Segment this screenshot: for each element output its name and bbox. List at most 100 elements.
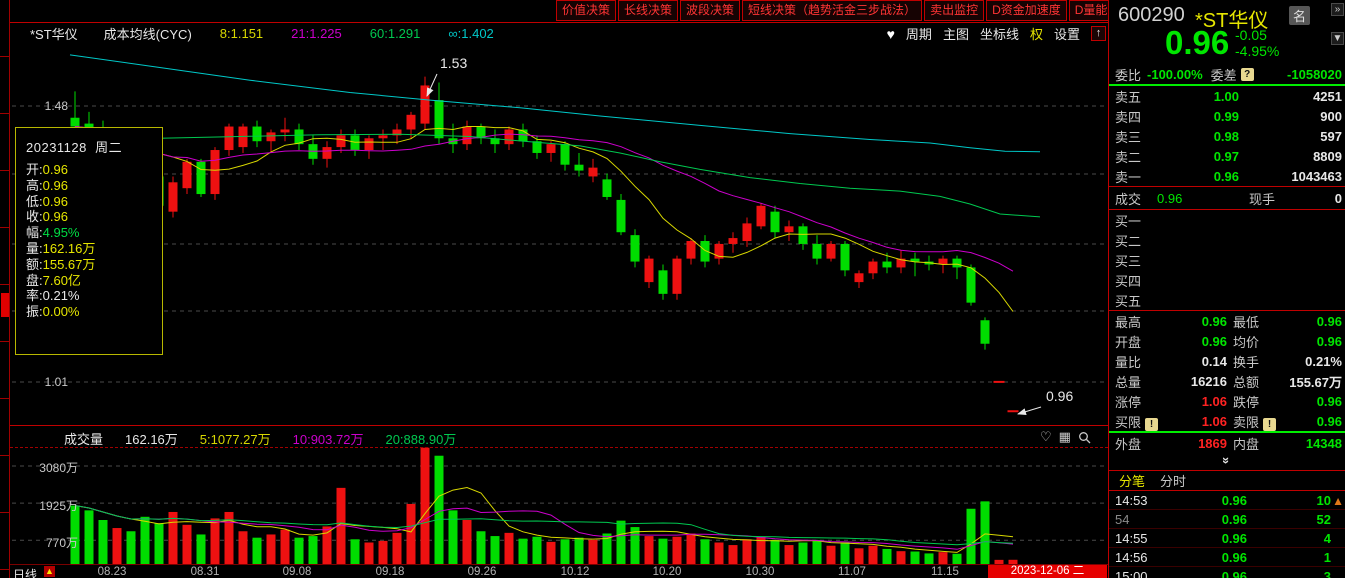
time-axis: 日线 ▲ 08.23 08.31 09.08 09.18 09.26 10.12 10.20… (0, 565, 1108, 578)
volume-bar (154, 523, 164, 565)
date-label: 08.23 (97, 566, 127, 578)
volume-bar (910, 551, 920, 565)
volume-bar (756, 536, 766, 565)
volume-bar (168, 511, 178, 565)
volume-bar (784, 545, 794, 565)
vol-axis-label-1925: 1925万 (39, 499, 78, 513)
separator (1109, 186, 1345, 187)
price-change: -0.05 -4.95% (1235, 27, 1280, 59)
volume-label[interactable]: 成交量 (64, 432, 104, 447)
volume-bar (546, 541, 556, 565)
candle-body (252, 126, 262, 142)
volume-bar (896, 551, 906, 565)
candle-body (700, 241, 710, 262)
expand-up-icon[interactable]: ↑ (1091, 26, 1106, 41)
stock-name: *ST华仪 (1195, 10, 1269, 32)
chart-menu: ♥ 周期 主图 坐标线权设置 ↑ (887, 24, 1106, 43)
magnifier-icon[interactable] (1078, 431, 1091, 444)
favorite-heart-icon[interactable]: ♥ (886, 25, 895, 42)
volume-bar (476, 531, 486, 565)
menu-item-周期[interactable]: 周期 (905, 27, 932, 42)
candle-body (686, 241, 696, 259)
buy-level-row: 买五 (1115, 293, 1142, 309)
ma-line-cyc-8 (74, 126, 1014, 312)
candle-body (868, 261, 878, 274)
volume-pane-header: 成交量 162.16万 5:1077.27万 10:903.72万 20:888.9… (64, 429, 456, 448)
waipan-value: 1869 (1198, 435, 1227, 451)
left-scrollbar-thumb[interactable] (1, 293, 9, 317)
candle-body (560, 144, 570, 165)
candle-body (574, 164, 584, 171)
sell-queue: 卖五 1.00 4251 卖四 0.99 900 卖三 0.98 597 卖二 0.97 8809 卖一… (1109, 86, 1345, 186)
frame-line-vol-top (10, 425, 1108, 426)
candle-body (672, 258, 682, 294)
candle-body (812, 243, 822, 259)
strategy-button[interactable]: 卖出监控 (924, 0, 985, 21)
volume-bar (84, 510, 94, 565)
tooltip-row: 振:0.00% (26, 304, 80, 320)
strategy-button[interactable]: D资金加速度 (986, 0, 1067, 21)
period-flag-icon: ▲ (44, 566, 55, 577)
candle-body (476, 126, 486, 139)
volume-bar (840, 542, 850, 565)
date-label: 11.07 (838, 566, 866, 578)
volume-ma-legend: 5:1077.27万 10:903.72万 20:888.90万 (200, 429, 457, 448)
candle-body (392, 129, 402, 136)
volume-bar (266, 534, 276, 565)
volume-ma-label: 10:903.72万 (292, 432, 364, 447)
volume-bar (112, 528, 122, 565)
panel-dropdown-icon[interactable]: ▼ (1331, 32, 1344, 45)
volume-bar (728, 545, 738, 565)
volume-bar (630, 527, 640, 565)
strategy-button[interactable]: 波段决策 (680, 0, 741, 21)
menu-item-坐标线[interactable]: 坐标线 (979, 27, 1019, 42)
menu-item-设置[interactable]: 设置 (1053, 27, 1080, 42)
name-badge-button[interactable]: 名 (1289, 6, 1311, 25)
limit-warning-icon[interactable]: ! (1145, 417, 1159, 431)
tick-scroll-up-icon[interactable]: ▲ (1332, 494, 1344, 508)
volume-bar (868, 545, 878, 565)
sell-level-row: 卖一 0.96 1043463 (1115, 168, 1342, 185)
separator (1109, 310, 1345, 311)
date-label: 11.15 (931, 566, 959, 578)
tab-分笔[interactable]: 分笔 (1119, 474, 1146, 489)
xianshou-value: 0 (1334, 190, 1342, 206)
heart-outline-icon[interactable]: ♡ (1040, 429, 1052, 444)
stat-row: 买限! 1.06 卖限! 0.96 (1115, 413, 1342, 431)
tooltip-row: 收:0.96 (26, 209, 68, 225)
volume-bar (826, 545, 836, 565)
candle-body (70, 117, 80, 127)
strategy-button[interactable]: 价值决策 (556, 0, 617, 21)
volume-bar (882, 548, 892, 565)
candle-body (364, 138, 374, 151)
annotation-label: 0.96 (1046, 388, 1073, 404)
tab-分时[interactable]: 分时 (1160, 474, 1187, 489)
annotation-label: 1.53 (440, 55, 467, 71)
separator (1109, 209, 1345, 210)
period-selector[interactable]: 日线 (13, 568, 38, 578)
stock-stats: 最高 0.96 最低 0.96 开盘 0.96 均价 0.96 量比 0.14 换手 0.21% 总量 1… (1109, 311, 1345, 431)
menu-item-权[interactable]: 权 (1029, 27, 1043, 42)
limit-warning-icon[interactable]: ! (1263, 417, 1277, 431)
volume-bar (854, 548, 864, 565)
chevron-double-down-icon[interactable]: » (1219, 456, 1235, 465)
strategy-button[interactable]: 长线决策 (618, 0, 679, 21)
left-scrollbar[interactable] (0, 0, 10, 578)
candle-body (532, 141, 542, 153)
frame-line-top (0, 22, 1108, 23)
indicator-label[interactable]: 成本均线(CYC) (103, 27, 192, 42)
volume-bar (532, 536, 542, 565)
stat-row: 开盘 0.96 均价 0.96 (1115, 333, 1342, 350)
volume-bar (924, 553, 934, 565)
help-icon[interactable]: ? (1240, 67, 1254, 81)
grid-view-icon[interactable]: ▦ (1058, 429, 1071, 444)
tooltip-row: 开:0.96 (26, 162, 68, 177)
strategy-button[interactable]: 短线决策（趋势活金三步战法） (742, 0, 923, 21)
candle-body (644, 258, 654, 283)
volume-bar (798, 542, 808, 565)
candle-body (742, 223, 752, 242)
buy-level-row: 买三 (1115, 253, 1142, 269)
candle-body (322, 147, 332, 159)
panel-collapse-icon[interactable]: » (1331, 3, 1344, 16)
menu-item-主图[interactable]: 主图 (942, 27, 969, 42)
